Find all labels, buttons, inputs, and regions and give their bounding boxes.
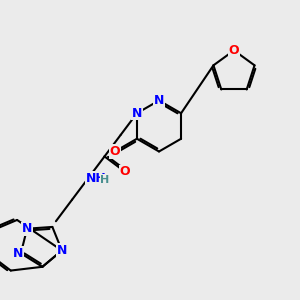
Text: O: O xyxy=(229,44,239,57)
Text: H: H xyxy=(100,175,110,184)
Text: N: N xyxy=(22,222,32,235)
Text: NH: NH xyxy=(85,172,106,184)
Text: N: N xyxy=(57,244,67,257)
Text: N: N xyxy=(13,247,23,260)
Text: O: O xyxy=(110,145,120,158)
Text: N: N xyxy=(154,94,164,107)
Text: N: N xyxy=(132,107,142,120)
Text: O: O xyxy=(120,165,130,178)
